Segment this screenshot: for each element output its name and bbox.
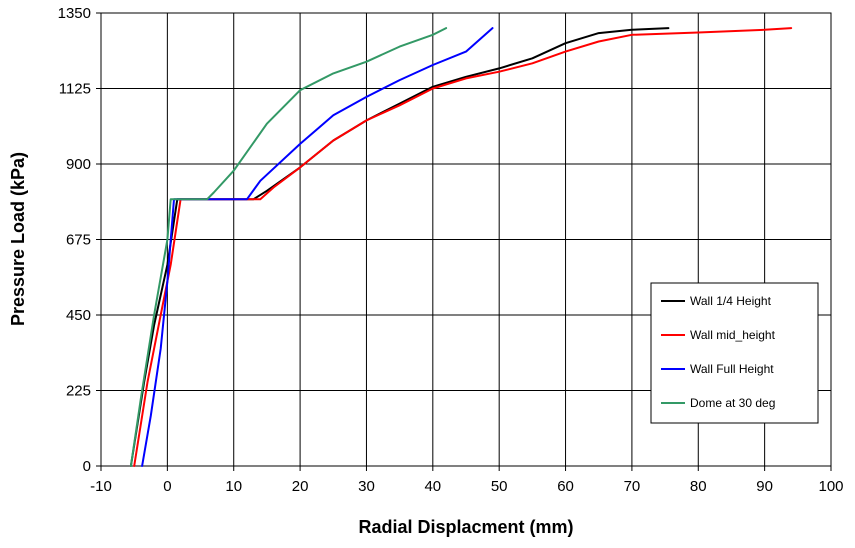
legend-label-1: Wall mid_height	[690, 328, 776, 342]
x-tick-label: 90	[756, 478, 773, 495]
x-tick-label: 70	[624, 478, 641, 495]
x-tick-label: 10	[225, 478, 242, 495]
y-tick-label: 1350	[58, 5, 91, 22]
x-tick-label: 60	[557, 478, 574, 495]
grid	[96, 12, 832, 471]
series-line-1	[133, 27, 793, 467]
x-tick-label: 80	[690, 478, 707, 495]
y-tick-label: 0	[83, 458, 91, 475]
x-tick-label: -10	[90, 478, 112, 495]
x-tick-label: 0	[163, 478, 171, 495]
x-tick-labels: -10 0 10 20 30 40 50 60 70 80 90 100	[90, 478, 843, 495]
series-line-2	[141, 27, 494, 467]
legend-label-0: Wall 1/4 Height	[690, 294, 772, 308]
legend-box	[650, 282, 819, 424]
x-tick-label: 40	[424, 478, 441, 495]
x-tick-label: 50	[491, 478, 508, 495]
x-tick-label: 30	[358, 478, 375, 495]
y-tick-label: 675	[66, 232, 91, 249]
y-tick-label: 225	[66, 383, 91, 400]
y-axis-title: Pressure Load (kPa)	[8, 152, 28, 326]
y-tick-label: 900	[66, 156, 91, 173]
x-tick-label: 20	[292, 478, 309, 495]
legend-label-2: Wall Full Height	[690, 362, 774, 376]
series-lines	[129, 27, 793, 467]
series-line-3	[129, 27, 448, 467]
y-tick-labels: 0 225 450 675 900 1125 1350	[58, 5, 91, 475]
x-axis-title: Radial Displacment (mm)	[358, 517, 573, 537]
y-tick-label: 1125	[59, 81, 91, 98]
legend: Wall 1/4 Height Wall mid_height Wall Full …	[650, 282, 819, 424]
y-tick-label: 450	[66, 307, 91, 324]
x-tick-label: 100	[818, 478, 843, 495]
legend-label-3: Dome at 30 deg	[690, 396, 775, 410]
